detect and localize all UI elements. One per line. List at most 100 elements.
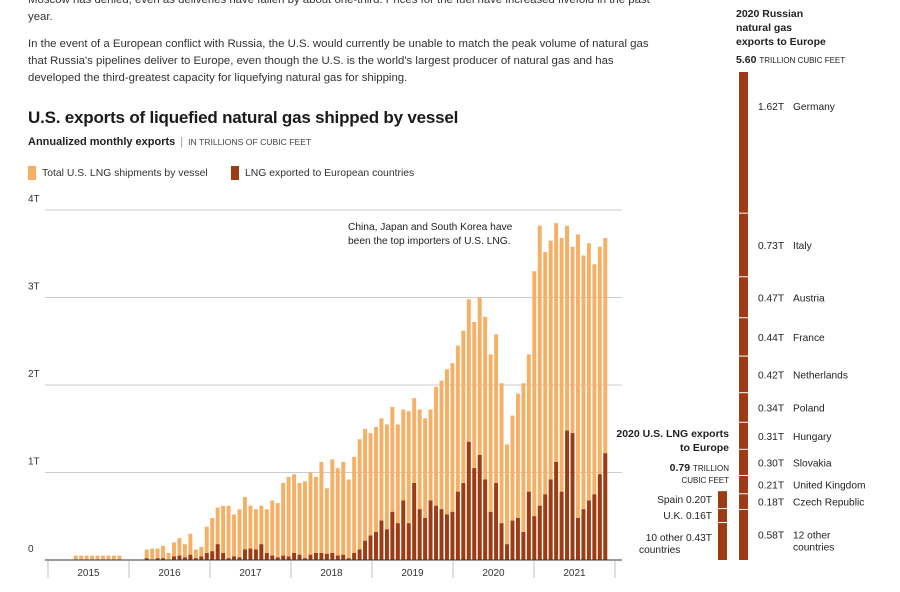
bar-total (172, 542, 176, 560)
bar-total (444, 369, 449, 560)
bar-europe (603, 453, 608, 560)
bar-europe (559, 491, 564, 560)
bar-total (210, 518, 215, 560)
bar-europe (275, 557, 280, 560)
bar-europe (537, 505, 542, 560)
bar-total (357, 439, 362, 560)
legend-label-europe: LNG exported to European countries (245, 167, 415, 179)
bar-total (111, 555, 116, 560)
bar-europe (182, 557, 187, 560)
bar-total (79, 555, 84, 560)
bar-europe (384, 529, 389, 560)
bar-total (292, 474, 297, 560)
bar-europe (455, 491, 460, 560)
bar-europe (439, 509, 444, 560)
y-tick-label: 2T (28, 369, 40, 380)
russia-segment (739, 392, 748, 423)
bar-europe (210, 551, 215, 560)
bar-total (253, 509, 258, 560)
bar-europe (352, 553, 357, 560)
us-title-line: to Europe (680, 442, 729, 454)
bar-total (423, 418, 428, 560)
bar-total (586, 243, 591, 560)
x-tick-label: 2017 (239, 568, 262, 579)
legend-swatch-europe (231, 166, 239, 180)
russia-segment (739, 276, 748, 318)
bar-total (537, 225, 542, 560)
bar-europe (286, 556, 291, 560)
us-segment (718, 508, 727, 523)
bar-europe (543, 494, 548, 560)
bar-europe (308, 554, 313, 560)
bar-total (455, 345, 460, 560)
russia-title-line: 2020 Russian (736, 8, 803, 20)
article-paragraph-2: In the event of a European conflict with… (28, 38, 649, 84)
bar-total (341, 462, 346, 560)
bar-total (477, 297, 482, 560)
bar-total (319, 462, 324, 560)
bar-europe (281, 555, 286, 560)
chart-subtitle-unit: IN TRILLIONS OF CUBIC FEET (188, 137, 312, 147)
bar-europe (335, 555, 340, 560)
bar-europe (215, 544, 220, 560)
bar-europe (319, 553, 324, 560)
bar-total (390, 406, 395, 560)
bar-europe (406, 523, 411, 560)
bar-europe (248, 548, 253, 560)
bar-europe (390, 511, 395, 560)
bar-total (554, 223, 559, 560)
bar-total (461, 330, 466, 560)
bar-total (417, 409, 422, 560)
bar-total (232, 514, 237, 560)
russia-country-label: United Kingdom (793, 481, 866, 492)
bar-total (335, 468, 340, 560)
bar-total (161, 546, 166, 560)
bar-europe (188, 554, 193, 560)
bar-europe (357, 549, 362, 560)
bar-europe (521, 532, 526, 560)
bar-total (363, 428, 368, 560)
x-tick-label: 2016 (158, 568, 181, 579)
russia-value-label: 0.18T (758, 498, 784, 509)
y-tick-label: 1T (28, 457, 40, 468)
bar-europe (177, 555, 182, 560)
bar-total (401, 409, 406, 560)
x-tick-label: 2019 (401, 568, 424, 579)
bar-europe (144, 558, 149, 560)
bar-europe (155, 558, 160, 560)
russia-country-label: Netherlands (793, 370, 848, 381)
bar-total (242, 497, 247, 560)
bar-europe (477, 455, 482, 560)
russia-segment (739, 356, 748, 393)
bar-europe (444, 514, 449, 560)
bar-total (559, 238, 564, 560)
bar-total (597, 246, 602, 560)
russia-segment (739, 72, 748, 214)
russia-country-label: Hungary (793, 432, 832, 443)
bar-total (193, 549, 198, 560)
y-tick-label: 4T (28, 194, 40, 205)
bar-total (199, 546, 204, 560)
bar-total (106, 555, 111, 560)
bar-total (204, 526, 209, 560)
bar-europe (417, 509, 422, 560)
bar-total (95, 555, 100, 560)
bar-europe (597, 474, 602, 560)
legend-swatch-total (28, 166, 36, 180)
russia-country-label: Germany (793, 102, 836, 113)
us-total: 0.79 TRILLION (670, 462, 730, 474)
russia-value-label: 0.58T (758, 531, 784, 542)
bar-total (592, 264, 597, 560)
chart-title: U.S. exports of liquefied natural gas sh… (28, 108, 459, 127)
russia-value-label: 0.21T (758, 481, 784, 492)
bar-europe (526, 491, 531, 560)
bar-europe (346, 558, 351, 560)
legend-item-europe: LNG exported to European countries (231, 166, 414, 180)
bar-total (177, 538, 182, 560)
bar-total (313, 476, 318, 560)
bar-europe (379, 520, 384, 560)
bar-total (483, 316, 488, 560)
bar-europe (303, 558, 307, 560)
bar-total (526, 354, 531, 560)
bar-total (466, 299, 471, 560)
